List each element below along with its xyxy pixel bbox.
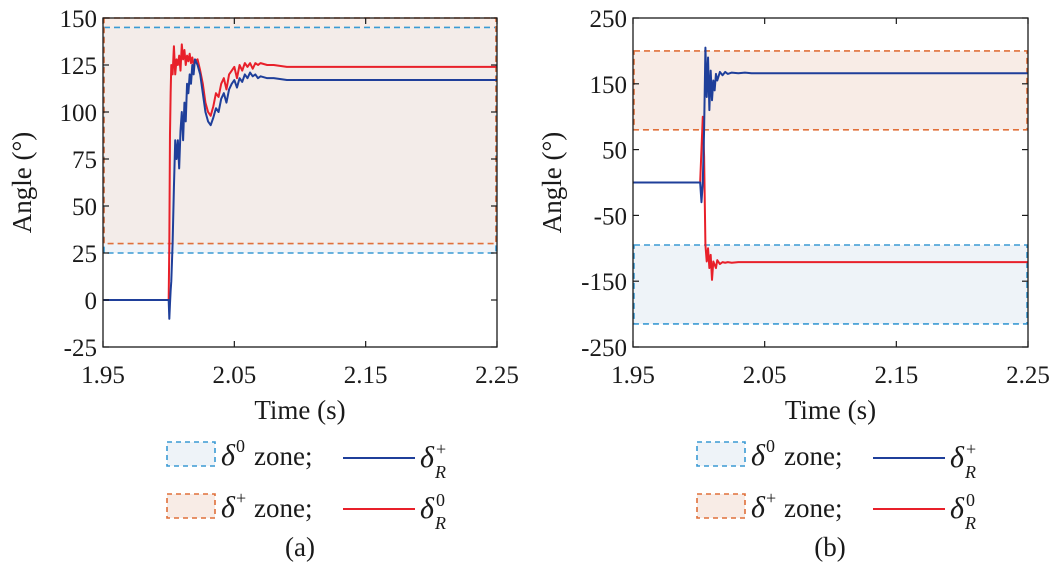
x-axis-title: Time (s) <box>785 395 876 425</box>
x-tick-label: 1.95 <box>81 362 125 389</box>
chart-panel-a: -25 0 25 50 75 100 125 150 1.95 2.05 2.15 2.25 Time … <box>7 6 519 425</box>
y-tick-label: -50 <box>594 203 627 230</box>
legend-delta-symbol: δ <box>221 439 236 472</box>
series-line-delta-r-plus <box>103 58 497 320</box>
legend-sup-zero: 0 <box>966 490 975 510</box>
x-axis-title: Time (s) <box>254 395 345 425</box>
legend-sub-r: R <box>964 513 976 533</box>
zone-overlap-fill <box>103 27 497 244</box>
y-tick-label: 100 <box>60 100 98 127</box>
y-tick-label: 50 <box>602 138 627 165</box>
panel-label-a: (a) <box>285 532 315 562</box>
legend-sup-zero: 0 <box>436 490 445 510</box>
x-tick-label: 1.95 <box>611 362 655 389</box>
y-tick-label: -25 <box>64 335 97 362</box>
series-line-delta-r-plus <box>633 46 1028 204</box>
legend-swatch-deltaplus-zone <box>696 493 746 519</box>
series-line-delta-r-zero <box>103 43 497 301</box>
y-tick-label: 150 <box>590 72 628 99</box>
legend-swatch-delta0-zone <box>696 441 746 467</box>
y-tick-label: -150 <box>581 269 627 296</box>
legend-swatch-delta0-zone <box>166 441 216 467</box>
legend-sup-plus: + <box>766 488 776 508</box>
legend-zone-text: zone; <box>784 441 842 471</box>
plot-frame <box>102 17 498 348</box>
legend-delta-symbol: δ <box>751 439 766 472</box>
y-tick-label: 250 <box>590 6 628 33</box>
legend-sup-plus: + <box>236 488 246 508</box>
y-axis-title: Angle (°) <box>7 132 37 234</box>
legend-delta-symbol: δ <box>221 491 236 524</box>
y-tick-label: 125 <box>60 53 98 80</box>
panel-label-b: (b) <box>814 532 845 562</box>
legend-delta-symbol: δ <box>420 441 435 474</box>
legend-zone-text: zone; <box>254 441 312 471</box>
legend-sup-plus: + <box>966 439 976 459</box>
y-axis-title: Angle (°) <box>537 132 567 234</box>
legend-b: δ 0 zone; δ + R δ + zone; δ 0 R <box>696 436 976 533</box>
y-tick-label: -250 <box>581 335 627 362</box>
legend-sup-zero: 0 <box>766 436 775 456</box>
x-tick-label: 2.25 <box>475 362 519 389</box>
legend-sub-r: R <box>434 513 446 533</box>
legend-sup-zero: 0 <box>236 436 245 456</box>
plot-frame <box>632 17 1029 348</box>
legend-delta-symbol: δ <box>751 491 766 524</box>
deltaplus-zone-fill <box>633 50 1028 130</box>
legend-a: δ 0 zone; δ + R δ + zone; δ 0 R <box>166 436 446 533</box>
x-tick-label: 2.05 <box>212 362 256 389</box>
y-tick-label: 0 <box>85 288 98 315</box>
y-tick-label: 150 <box>60 6 98 33</box>
legend-zone-text: zone; <box>784 493 842 523</box>
legend-delta-symbol: δ <box>950 492 965 525</box>
y-tick-label: 50 <box>72 194 97 221</box>
x-tick-label: 2.05 <box>743 362 787 389</box>
legend-zone-text: zone; <box>254 493 312 523</box>
x-tick-label: 2.25 <box>1006 362 1050 389</box>
deltaplus-zone-border <box>633 50 1028 131</box>
legend-sub-r: R <box>434 462 446 482</box>
x-tick-label: 2.15 <box>874 362 918 389</box>
legend-delta-symbol: δ <box>950 441 965 474</box>
x-tick-label: 2.15 <box>344 362 388 389</box>
legend-swatch-deltaplus-zone <box>166 493 216 519</box>
y-tick-label: 75 <box>72 147 97 174</box>
legend-delta-symbol: δ <box>420 492 435 525</box>
y-tick-label: 25 <box>72 241 97 268</box>
legend-sub-r: R <box>964 462 976 482</box>
chart-panel-b: -250 -150 -50 50 150 250 1.95 2.05 2.15 2.25 Time … <box>537 6 1050 425</box>
delta0-zone-fill <box>633 245 1028 324</box>
delta0-zone-border <box>633 244 1028 325</box>
legend-sup-plus: + <box>436 439 446 459</box>
